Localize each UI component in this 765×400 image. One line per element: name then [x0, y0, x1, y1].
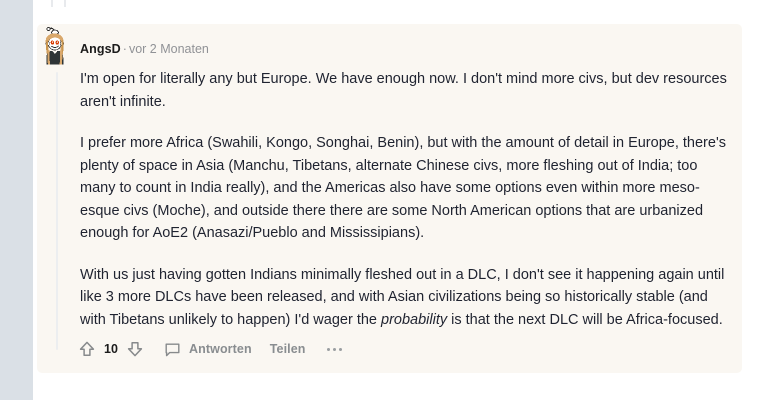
upvote-arrow-icon: [79, 341, 95, 356]
more-options-icon: [326, 347, 342, 351]
share-button[interactable]: Teilen: [270, 337, 306, 361]
comment-timestamp: vor 2 Monaten: [128, 42, 209, 56]
page-left-gutter: [0, 0, 33, 400]
comment-action-bar: 10 Antworten Teilen: [77, 336, 346, 362]
thread-line-stub: [64, 0, 66, 7]
comment-byline: AngsD · vor 2 Monaten: [80, 41, 209, 57]
comment-body: I'm open for literally any but Europe. W…: [80, 68, 735, 331]
author-name[interactable]: AngsD: [80, 42, 121, 56]
byline-separator: ·: [122, 42, 127, 56]
more-options-button[interactable]: [323, 337, 346, 361]
reply-label: Antworten: [189, 342, 252, 356]
comment-paragraph: With us just having gotten Indians minim…: [80, 266, 725, 328]
thread-line-stub: [51, 0, 53, 7]
downvote-button[interactable]: [123, 337, 147, 361]
reply-button[interactable]: Antworten: [163, 337, 252, 361]
emphasized-text: probability: [381, 311, 448, 328]
downvote-arrow-icon: [127, 342, 143, 357]
avatar[interactable]: [39, 26, 71, 66]
upvote-button[interactable]: [77, 337, 99, 361]
share-label: Teilen: [269, 342, 306, 356]
comment-paragraph: I prefer more Africa (Swahili, Kongo, So…: [80, 135, 726, 241]
comment-paragraph: I'm open for literally any but Europe. W…: [80, 71, 727, 110]
comment-collapse-thread-line[interactable]: [56, 72, 58, 350]
comment-bubble-icon: [165, 343, 180, 356]
vote-count: 10: [104, 342, 118, 356]
comment-card[interactable]: AngsD · vor 2 Monaten I'm open for literal…: [37, 24, 742, 373]
